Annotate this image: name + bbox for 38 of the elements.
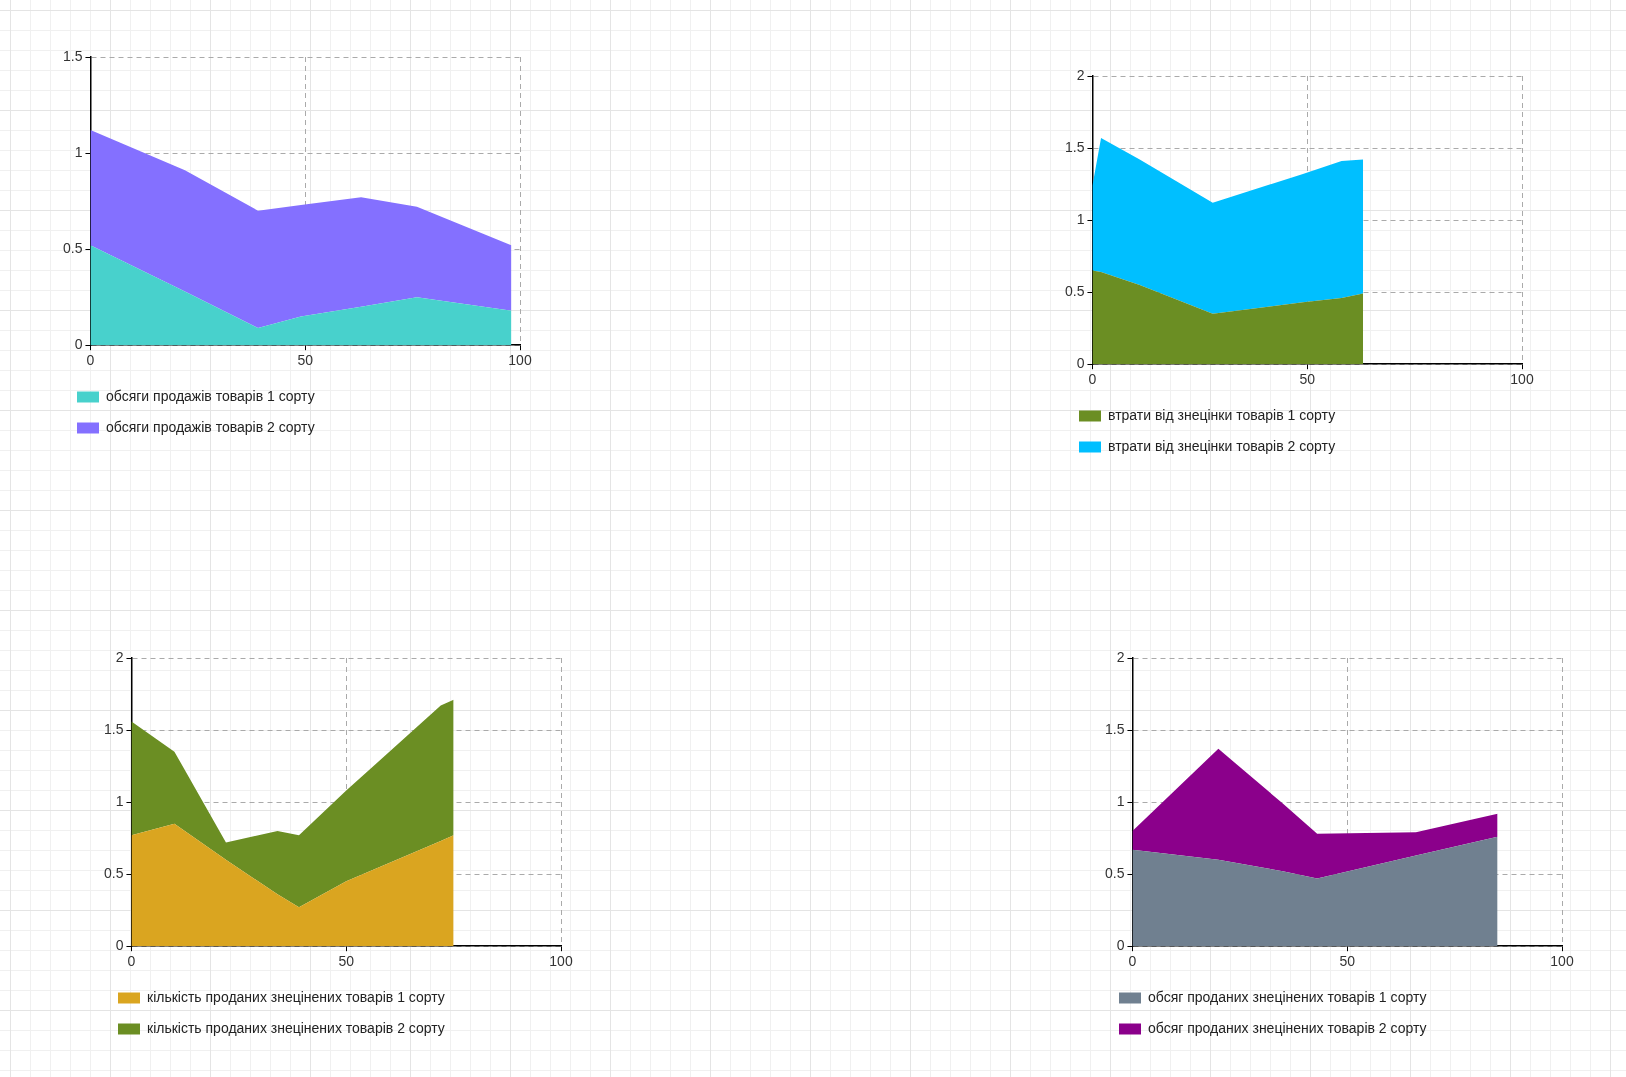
y-tick-label: 0 <box>74 336 83 353</box>
y-tick-label: 0 <box>1116 937 1125 954</box>
y-tick-label: 0.5 <box>1064 283 1085 300</box>
y-tick-label: 1.5 <box>62 47 83 64</box>
y-tick-label: 0.5 <box>1104 865 1125 882</box>
x-tick-label: 100 <box>1550 953 1574 970</box>
y-tick-label: 1.5 <box>103 720 124 737</box>
x-tick-label: 0 <box>1128 953 1137 970</box>
legend-label: кількість проданих знецінених товарів 1 сорту <box>147 988 445 1005</box>
legend-label: обсяг проданих знецінених товарів 2 сорту <box>1148 1019 1427 1036</box>
legend-label: обсяги продажів товарів 1 сорту <box>106 387 315 404</box>
y-tick-label: 1.5 <box>1064 138 1085 155</box>
y-tick-label: 1 <box>74 143 83 160</box>
x-tick-label: 0 <box>1088 371 1097 388</box>
y-tick-label: 1 <box>1116 792 1125 809</box>
legend-label: обсяг проданих знецінених товарів 1 сорту <box>1148 988 1427 1005</box>
x-tick-label: 0 <box>127 953 136 970</box>
legend-label: кількість проданих знецінених товарів 2 сорту <box>147 1019 445 1036</box>
y-tick-label: 2 <box>1116 648 1125 665</box>
x-tick-label: 100 <box>549 953 573 970</box>
y-tick-label: 1.5 <box>1104 720 1125 737</box>
x-tick-label: 50 <box>1339 953 1356 970</box>
x-tick-label: 50 <box>297 352 314 369</box>
y-tick-label: 2 <box>1076 66 1085 83</box>
x-tick-label: 50 <box>338 953 355 970</box>
y-tick-label: 1 <box>115 792 124 809</box>
x-tick-label: 100 <box>1510 371 1534 388</box>
x-tick-label: 100 <box>508 352 532 369</box>
x-tick-label: 0 <box>86 352 95 369</box>
y-tick-label: 2 <box>115 648 124 665</box>
y-tick-label: 0 <box>115 937 124 954</box>
legend-label: обсяги продажів товарів 2 сорту <box>106 418 315 435</box>
y-tick-label: 0.5 <box>103 865 124 882</box>
y-tick-label: 0.5 <box>62 239 83 256</box>
legend-label: втрати від знецінки товарів 2 сорту <box>1108 437 1336 454</box>
legend-label: втрати від знецінки товарів 1 сорту <box>1108 406 1336 423</box>
x-tick-label: 50 <box>1299 371 1316 388</box>
y-tick-label: 1 <box>1076 210 1085 227</box>
